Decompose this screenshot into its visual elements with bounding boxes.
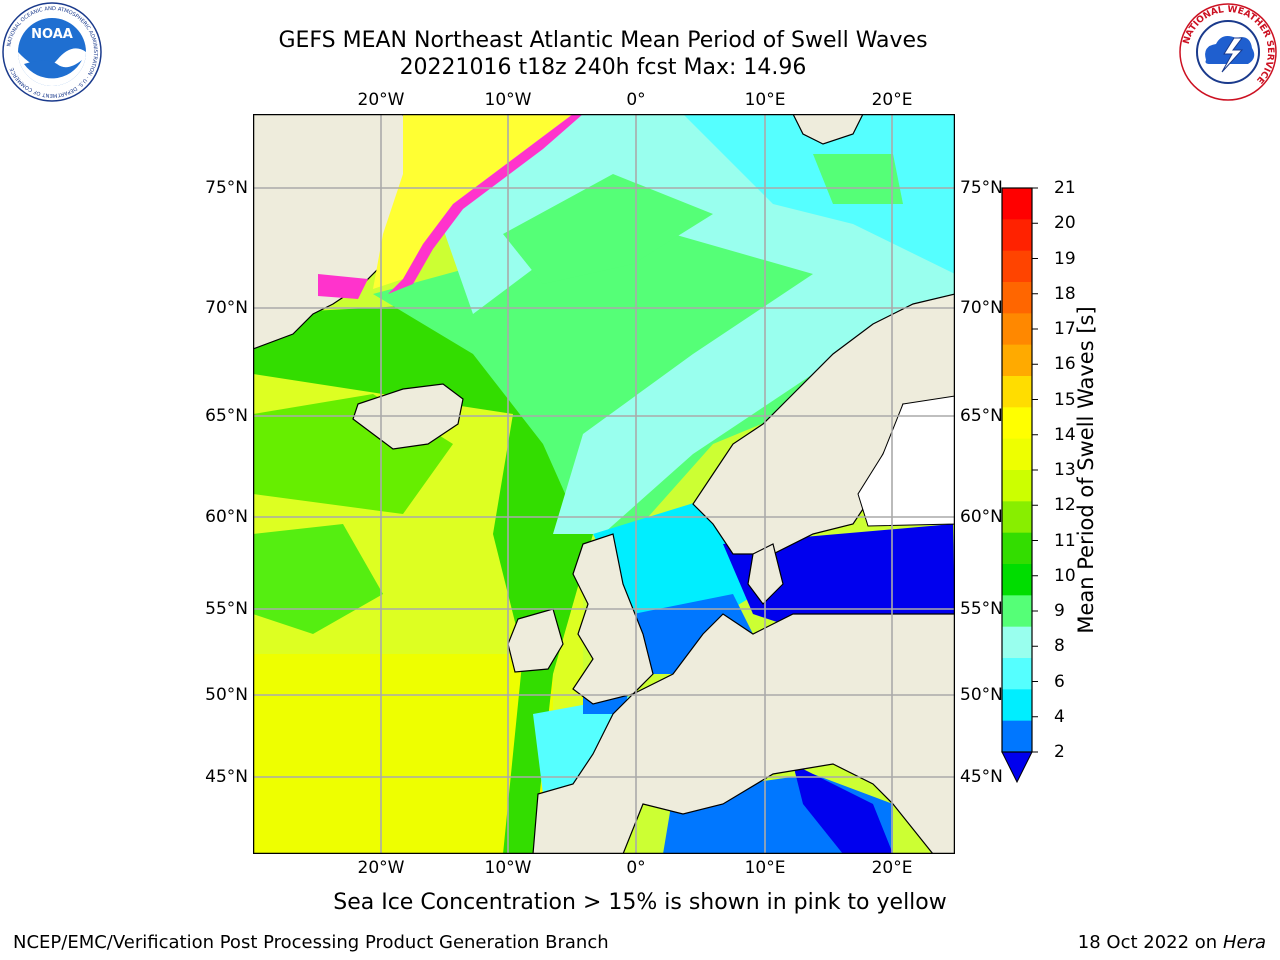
lat-label-left-60n: 60°N	[205, 507, 248, 527]
lon-label-top-20w: 20°W	[357, 90, 405, 110]
sea-ice-high	[373, 114, 573, 289]
footer-credit: NCEP/EMC/Verification Post Processing Pr…	[13, 932, 609, 953]
colorbar-segment	[1002, 376, 1032, 408]
lon-label-top-0: 0°	[626, 90, 646, 110]
colorbar-tick-label: 18	[1054, 283, 1076, 304]
great-britain	[572, 533, 654, 705]
lon-label-bottom-20w: 20°W	[357, 858, 405, 878]
colorbar-segment	[1002, 250, 1032, 283]
colorbar-segment	[1002, 689, 1032, 722]
lon-label-bottom-20e: 20°E	[871, 858, 913, 878]
lat-label-left-70n: 70°N	[205, 298, 248, 318]
colorbar-segment	[1002, 564, 1032, 596]
colorbar-extend-arrow	[1001, 751, 1033, 784]
colorbar-tick-label: 20	[1054, 213, 1076, 234]
colorbar-label: Mean Period of Swell Waves [s]	[1074, 306, 1098, 634]
footer-date-text: 18 Oct 2022 on	[1077, 932, 1223, 953]
lon-label-bottom-0: 0°	[626, 858, 646, 878]
colorbar-segment	[1002, 595, 1032, 628]
swell-period-map	[252, 113, 956, 855]
lon-label-bottom-10w: 10°W	[484, 858, 532, 878]
lon-label-top-20e: 20°E	[871, 90, 913, 110]
map-frame	[252, 113, 956, 855]
lon-label-top-10e: 10°E	[744, 90, 786, 110]
colorbar-tick-label: 11	[1054, 530, 1076, 551]
footer-date: 18 Oct 2022 on Hera	[1078, 932, 1266, 953]
colorbar-tick-label: 6	[1054, 671, 1065, 692]
lat-label-right-55n: 55°N	[960, 599, 1003, 619]
noaa-logo-text: NOAA	[31, 27, 73, 42]
colorbar-tick-label: 17	[1054, 319, 1076, 339]
map-panel	[252, 113, 956, 855]
colorbar-segment	[1002, 344, 1032, 377]
continental-europe	[532, 613, 955, 854]
nws-logo: NATIONAL WEATHER SERVICE	[1178, 2, 1278, 102]
colorbar-tick-label: 8	[1054, 636, 1065, 657]
colorbar-segment	[1002, 407, 1032, 440]
colorbar-tick-label: 16	[1054, 354, 1076, 375]
colorbar-segment	[1002, 313, 1032, 346]
lat-label-left-45n: 45°N	[205, 767, 248, 787]
colorbar	[1000, 186, 1040, 786]
colorbar-tick-label: 10	[1054, 565, 1076, 586]
colorbar-segment	[1002, 720, 1032, 753]
lat-label-left-50n: 50°N	[205, 685, 248, 705]
colorbar-tick-label: 13	[1054, 460, 1076, 480]
colorbar-graphic	[1001, 187, 1038, 784]
chart-title: GEFS MEAN Northeast Atlantic Mean Period…	[278, 28, 928, 53]
colorbar-tick-label: 2	[1054, 742, 1065, 762]
colorbar-tick-label: 19	[1054, 248, 1076, 269]
map-gridlines	[253, 114, 955, 854]
colorbar-segment	[1002, 188, 1032, 220]
lat-label-left-75n: 75°N	[205, 178, 248, 198]
chart-subtitle: 20221016 t18z 240h fcst Max: 14.96	[399, 55, 807, 80]
lat-label-left-65n: 65°N	[205, 406, 248, 426]
lat-label-right-70n: 70°N	[960, 298, 1003, 318]
colorbar-segment	[1002, 282, 1032, 314]
colorbar-tick-label: 14	[1054, 424, 1076, 445]
lat-label-right-60n: 60°N	[960, 507, 1003, 527]
lat-label-right-45n: 45°N	[960, 767, 1003, 787]
lat-label-left-55n: 55°N	[205, 599, 248, 619]
lat-label-right-65n: 65°N	[960, 406, 1003, 426]
colorbar-tick-label: 4	[1054, 706, 1065, 727]
colorbar-tick-label: 15	[1054, 389, 1076, 410]
colorbar-segment	[1002, 626, 1032, 659]
colorbar-segment	[1002, 532, 1032, 565]
colorbar-segment	[1002, 501, 1032, 534]
lon-label-bottom-10e: 10°E	[744, 858, 786, 878]
footer-host: Hera	[1222, 932, 1266, 953]
lat-label-right-50n: 50°N	[960, 685, 1003, 705]
colorbar-tick-label: 12	[1054, 495, 1076, 516]
noaa-logo: NOAA NATIONAL OCEANIC AND ATMOSPHERIC AD…	[2, 2, 102, 102]
colorbar-tick-label: 9	[1054, 601, 1065, 621]
land-masses	[253, 114, 955, 854]
colorbar-tick-label: 21	[1054, 178, 1076, 198]
colorbar-segment	[1002, 470, 1032, 502]
colorbar-segment	[1002, 438, 1032, 471]
colorbar-segment	[1002, 658, 1032, 690]
lat-label-right-75n: 75°N	[960, 178, 1003, 198]
colorbar-segment	[1002, 219, 1032, 252]
baltic-sea	[723, 524, 955, 634]
sea-ice-edge	[388, 114, 583, 294]
sea-ice-caption: Sea Ice Concentration > 15% is shown in …	[333, 890, 947, 915]
lon-label-top-10w: 10°W	[484, 90, 532, 110]
